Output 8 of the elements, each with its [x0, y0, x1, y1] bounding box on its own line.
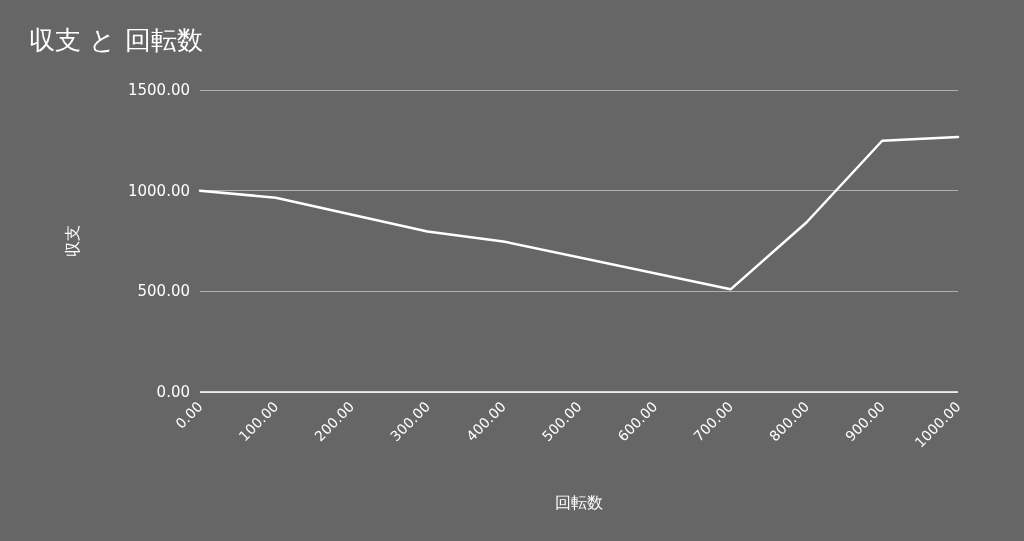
chart-title: 収支 と 回転数 [29, 25, 203, 55]
y-axis-title: 収支 [62, 225, 82, 257]
y-tick-label: 1000.00 [127, 181, 190, 200]
y-tick-label: 500.00 [137, 282, 190, 301]
y-tick-label: 0.00 [156, 383, 190, 401]
x-axis-title: 回転数 [555, 492, 603, 512]
y-tick-label: 1500.00 [127, 81, 190, 99]
line-series [198, 135, 960, 291]
